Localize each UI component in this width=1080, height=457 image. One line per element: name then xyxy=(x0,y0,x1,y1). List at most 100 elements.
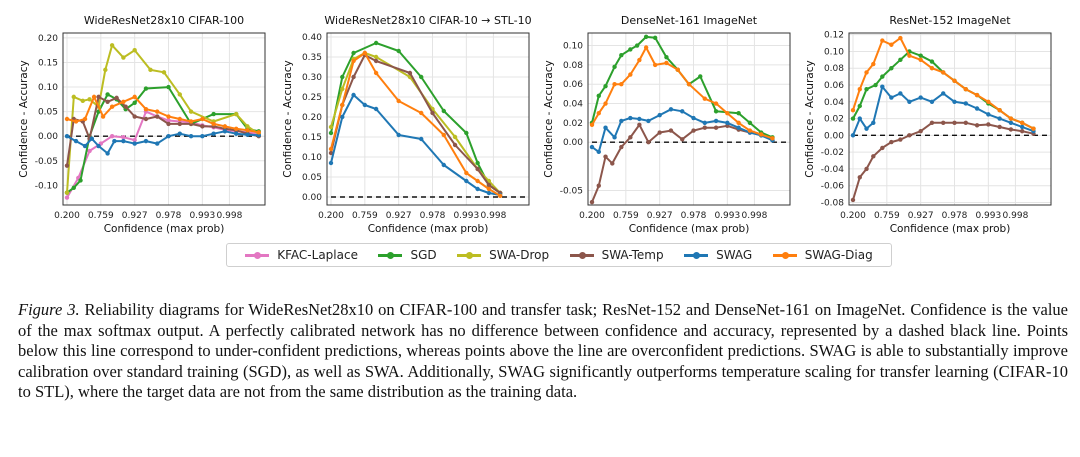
data-point xyxy=(233,126,239,132)
x-tick-label: 0.200 xyxy=(579,211,605,221)
data-point xyxy=(889,42,894,47)
data-point xyxy=(373,40,379,46)
data-point xyxy=(351,58,356,64)
caption-label: Figure 3. xyxy=(18,300,80,319)
data-point xyxy=(736,120,741,126)
data-point xyxy=(675,67,680,72)
data-point xyxy=(166,84,171,90)
data-point xyxy=(596,93,601,99)
data-point xyxy=(986,99,991,105)
data-point xyxy=(612,64,617,70)
data-point xyxy=(1019,124,1025,130)
series-swag-diag xyxy=(64,94,261,135)
y-tick-label: 0.10 xyxy=(824,47,844,57)
data-point xyxy=(963,101,968,106)
data-point xyxy=(941,91,946,96)
y-tick-label: 0.40 xyxy=(302,33,322,43)
x-tick-label: 0.759 xyxy=(874,211,900,221)
data-point xyxy=(328,146,334,152)
data-point xyxy=(188,109,194,114)
data-point xyxy=(177,121,182,127)
data-point xyxy=(873,82,878,88)
data-point xyxy=(222,124,228,129)
data-point xyxy=(497,193,503,198)
data-point xyxy=(918,128,923,134)
legend-label: SWA-Drop xyxy=(489,248,550,262)
data-point xyxy=(486,186,492,192)
series-line-sgd xyxy=(591,35,773,139)
data-point xyxy=(619,144,624,150)
series-swa-drop xyxy=(64,43,261,195)
data-point xyxy=(64,134,70,139)
data-point xyxy=(71,185,76,190)
data-point xyxy=(628,135,633,140)
data-point xyxy=(114,95,119,101)
y-tick-label: 0.15 xyxy=(302,133,322,143)
data-point xyxy=(475,160,480,166)
data-point xyxy=(430,110,435,116)
data-point xyxy=(691,115,696,121)
legend-item-swa-drop: SWA-Drop xyxy=(457,248,549,262)
data-point xyxy=(634,43,640,48)
data-point xyxy=(91,94,97,100)
x-tick-label: 0.993 xyxy=(714,211,740,221)
data-point xyxy=(603,125,608,130)
y-tick-label: 0.00 xyxy=(38,132,58,142)
data-point xyxy=(1019,120,1025,125)
data-point xyxy=(373,58,379,64)
data-point xyxy=(419,74,424,80)
data-point xyxy=(929,120,935,125)
y-tick-label: 0.20 xyxy=(302,113,322,123)
series-line-kfac-laplace xyxy=(66,110,259,199)
data-point xyxy=(603,154,608,159)
data-point xyxy=(628,72,633,77)
data-point xyxy=(87,148,92,154)
data-point xyxy=(211,111,216,117)
y-tick-label: 0.04 xyxy=(563,100,583,110)
x-tick-label: 0.978 xyxy=(681,211,707,221)
series-line-swag-diag xyxy=(330,52,501,197)
y-tick-label: 0.12 xyxy=(824,31,844,41)
data-point xyxy=(758,132,764,137)
series-swag xyxy=(850,84,1036,138)
data-point xyxy=(596,183,601,188)
data-point xyxy=(643,45,649,50)
data-point xyxy=(452,142,458,148)
y-tick-label: 0.05 xyxy=(302,173,322,183)
data-point xyxy=(64,116,70,122)
x-tick-label: 0.927 xyxy=(122,211,148,221)
data-point xyxy=(351,92,356,98)
x-tick-label: 0.759 xyxy=(352,211,378,221)
data-point xyxy=(373,54,379,60)
data-point xyxy=(396,48,401,54)
data-point xyxy=(109,43,115,48)
y-tick-label: 0.20 xyxy=(38,34,58,44)
data-point xyxy=(464,170,469,176)
data-point xyxy=(87,97,92,102)
data-point xyxy=(121,138,126,144)
data-point xyxy=(589,144,595,150)
data-point xyxy=(603,101,608,106)
data-point xyxy=(963,87,968,92)
data-point xyxy=(680,137,685,142)
data-point xyxy=(89,136,95,141)
data-point xyxy=(680,109,685,114)
data-point xyxy=(73,119,79,124)
y-tick-label: 0.08 xyxy=(824,64,844,74)
data-point xyxy=(918,53,923,58)
data-point xyxy=(918,95,923,100)
data-point xyxy=(941,120,946,125)
x-tick-label: 0.759 xyxy=(613,211,639,221)
data-point xyxy=(71,94,76,100)
data-point xyxy=(211,131,216,136)
data-point xyxy=(725,111,730,116)
chart-title: ResNet-152 ImageNet xyxy=(889,14,1011,27)
data-point xyxy=(396,132,401,138)
data-point xyxy=(112,138,117,144)
data-point xyxy=(713,125,719,130)
data-point xyxy=(603,83,608,89)
data-point xyxy=(148,67,153,73)
data-point xyxy=(929,59,935,64)
legend-swatch-kfac-laplace xyxy=(245,251,270,259)
data-point xyxy=(155,109,160,114)
